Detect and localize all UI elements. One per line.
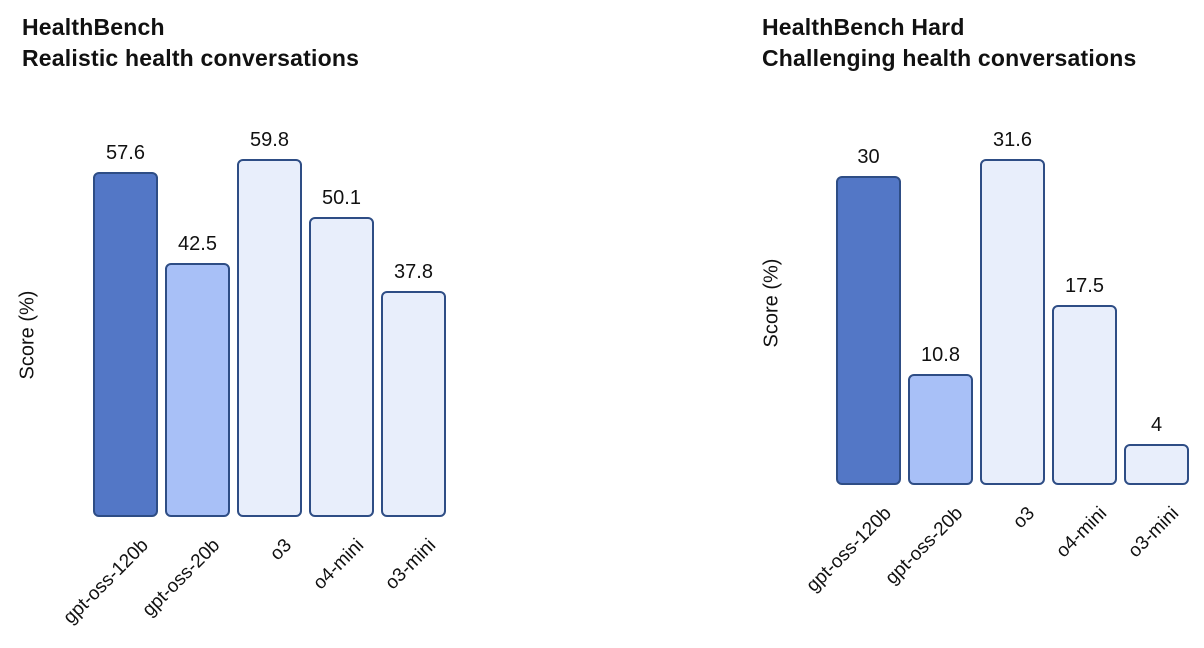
bar-o3: 31.6 [980, 129, 1045, 485]
bar-rect [237, 159, 302, 517]
bar-rect [1052, 304, 1117, 485]
plot-area: 30 10.8 31.6 17.5 4 gpt-oss-120b gpt-oss-20b o… [802, 129, 1190, 596]
chart-subtitle: Challenging health conversations [762, 45, 1137, 71]
x-tick-label: o3 [266, 535, 297, 565]
bar-value-label: 37.8 [394, 260, 433, 283]
bar-rect [309, 217, 374, 517]
bar-value-label: 4 [1150, 413, 1163, 436]
y-axis-label: Score (%) [760, 258, 783, 348]
bar-value-label: 31.6 [993, 129, 1032, 152]
bar-gpt-oss-120b: 30 [836, 146, 901, 485]
x-tick-label: o3-mini [381, 535, 441, 594]
bar-value-label: 17.5 [1065, 274, 1104, 297]
chart-title: HealthBench Hard [762, 14, 965, 40]
bar-value-label: 42.5 [178, 232, 217, 255]
x-tick-label: gpt-oss-120b [802, 503, 896, 597]
bar-rect [836, 175, 901, 485]
bar-rect [980, 159, 1045, 485]
bar-rect [93, 172, 158, 517]
x-tick-label: o3-mini [1124, 503, 1184, 562]
bar-rect [908, 373, 973, 485]
bar-gpt-oss-120b: 57.6 [93, 142, 158, 517]
bar-o3-mini: 4 [1124, 414, 1189, 485]
bar-gpt-oss-20b: 42.5 [165, 233, 230, 517]
chart-title: HealthBench [22, 14, 165, 40]
bar-o3-mini: 37.8 [381, 261, 446, 517]
x-tick-label: o4-mini [1052, 503, 1112, 562]
bar-o4-mini: 17.5 [1052, 275, 1117, 485]
chart-subtitle: Realistic health conversations [22, 45, 360, 71]
bar-value-label: 50.1 [322, 187, 361, 210]
bar-o4-mini: 50.1 [309, 187, 374, 517]
y-axis-label: Score (%) [16, 290, 39, 380]
x-tick-label: gpt-oss-120b [59, 535, 153, 629]
bar-rect [1124, 443, 1189, 485]
x-tick-label: o3 [1009, 503, 1040, 533]
bar-gpt-oss-20b: 10.8 [908, 344, 973, 485]
bar-value-label: 59.8 [250, 129, 289, 152]
plot-area: 57.6 42.5 59.8 50.1 37.8 gpt-oss-120b gpt-oss… [59, 129, 447, 628]
chart-title-block: HealthBench Hard Challenging health conv… [762, 12, 1136, 74]
bar-value-label: 10.8 [921, 343, 960, 366]
bar-rect [165, 262, 230, 517]
x-tick-label: o4-mini [309, 535, 369, 594]
bar-value-label: 30 [857, 145, 880, 168]
bar-rect [381, 290, 446, 517]
chart-title-block: HealthBench Realistic health conversatio… [22, 12, 359, 74]
bar-value-label: 57.6 [106, 142, 145, 165]
bar-o3: 59.8 [237, 129, 302, 517]
